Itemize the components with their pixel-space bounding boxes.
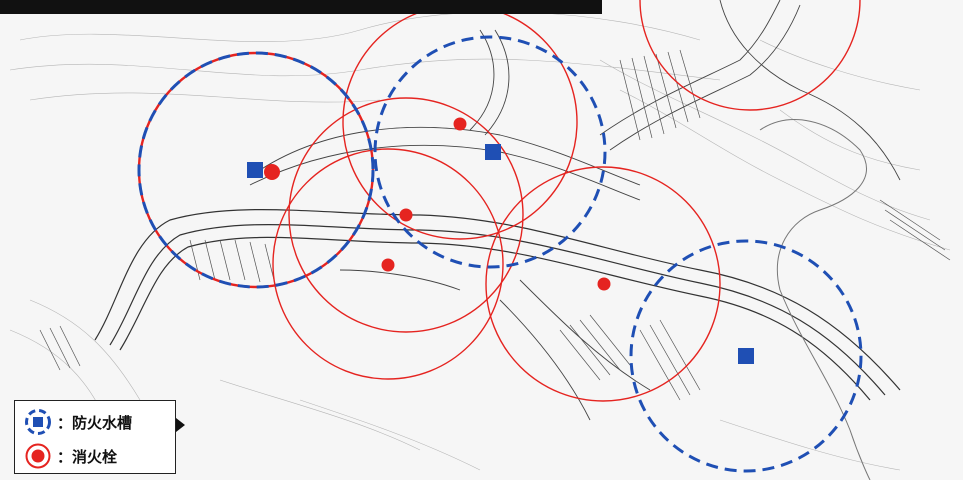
hydrant-legend-icon xyxy=(25,443,51,469)
water-boundary xyxy=(759,119,871,480)
hydrant-marker-1 xyxy=(264,164,280,180)
slope-hatching xyxy=(39,49,951,401)
water-tank-markers xyxy=(247,144,754,364)
hydrant-markers xyxy=(264,117,611,291)
hydrant-coverage-4 xyxy=(485,166,721,402)
water-tank-coverage-1 xyxy=(137,51,375,289)
top-dark-bar xyxy=(0,0,602,14)
water-tank-legend-icon xyxy=(25,409,51,435)
secondary-roads xyxy=(249,0,901,421)
hydrant-coverage-2 xyxy=(288,97,524,333)
legend-row-water-tank: ：防火水槽 xyxy=(23,407,132,437)
water-tank-marker-1 xyxy=(247,162,263,178)
hydrant-legend-label: ：消火栓 xyxy=(57,447,118,466)
hydrant-coverage-circles xyxy=(272,0,861,402)
hydrant-marker-3 xyxy=(399,208,413,222)
hydrant-marker-4 xyxy=(381,258,395,272)
legend-row-hydrant: ：消火栓 xyxy=(23,441,117,471)
water-tank-marker-2 xyxy=(485,144,501,160)
water-tank-coverage-3 xyxy=(629,239,863,473)
main-road xyxy=(94,209,901,401)
water-tank-marker-3 xyxy=(738,348,754,364)
water-tank-legend-label: ：防火水槽 xyxy=(57,413,133,432)
hydrant-coverage-3 xyxy=(272,148,504,380)
legend-pointer-arrow xyxy=(176,418,185,432)
map-legend: ：防火水槽 ：消火栓 xyxy=(14,400,176,474)
hydrant-marker-2 xyxy=(453,117,467,131)
water-tank-coverage-2 xyxy=(373,35,607,269)
hydrant-marker-5 xyxy=(597,277,611,291)
hydrant-coverage-5 xyxy=(639,0,861,111)
water-tank-coverage-circles xyxy=(137,35,863,473)
